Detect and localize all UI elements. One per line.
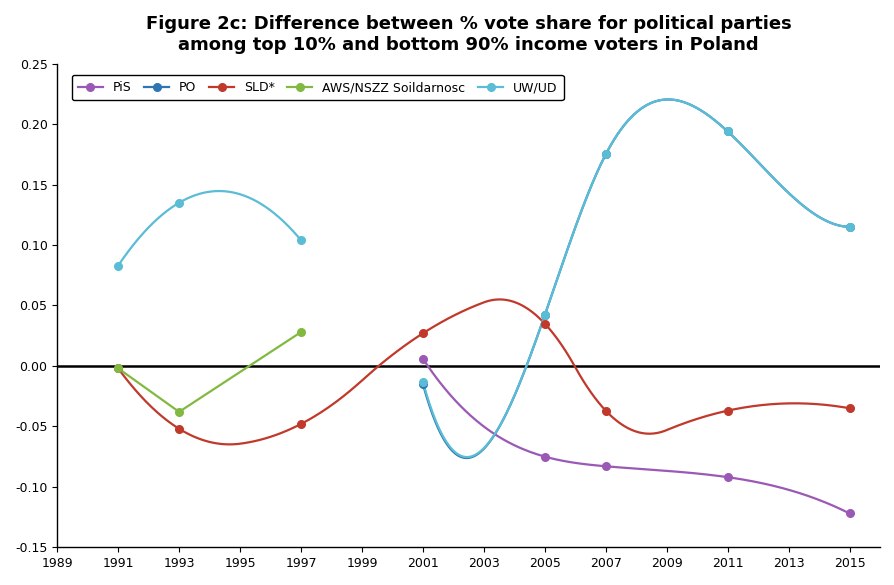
Legend: PiS, PO, SLD*, AWS/NSZZ Soildarnosc, UW/UD: PiS, PO, SLD*, AWS/NSZZ Soildarnosc, UW/… xyxy=(72,75,563,100)
Title: Figure 2c: Difference between % vote share for political parties
among top 10% a: Figure 2c: Difference between % vote sha… xyxy=(146,15,790,54)
